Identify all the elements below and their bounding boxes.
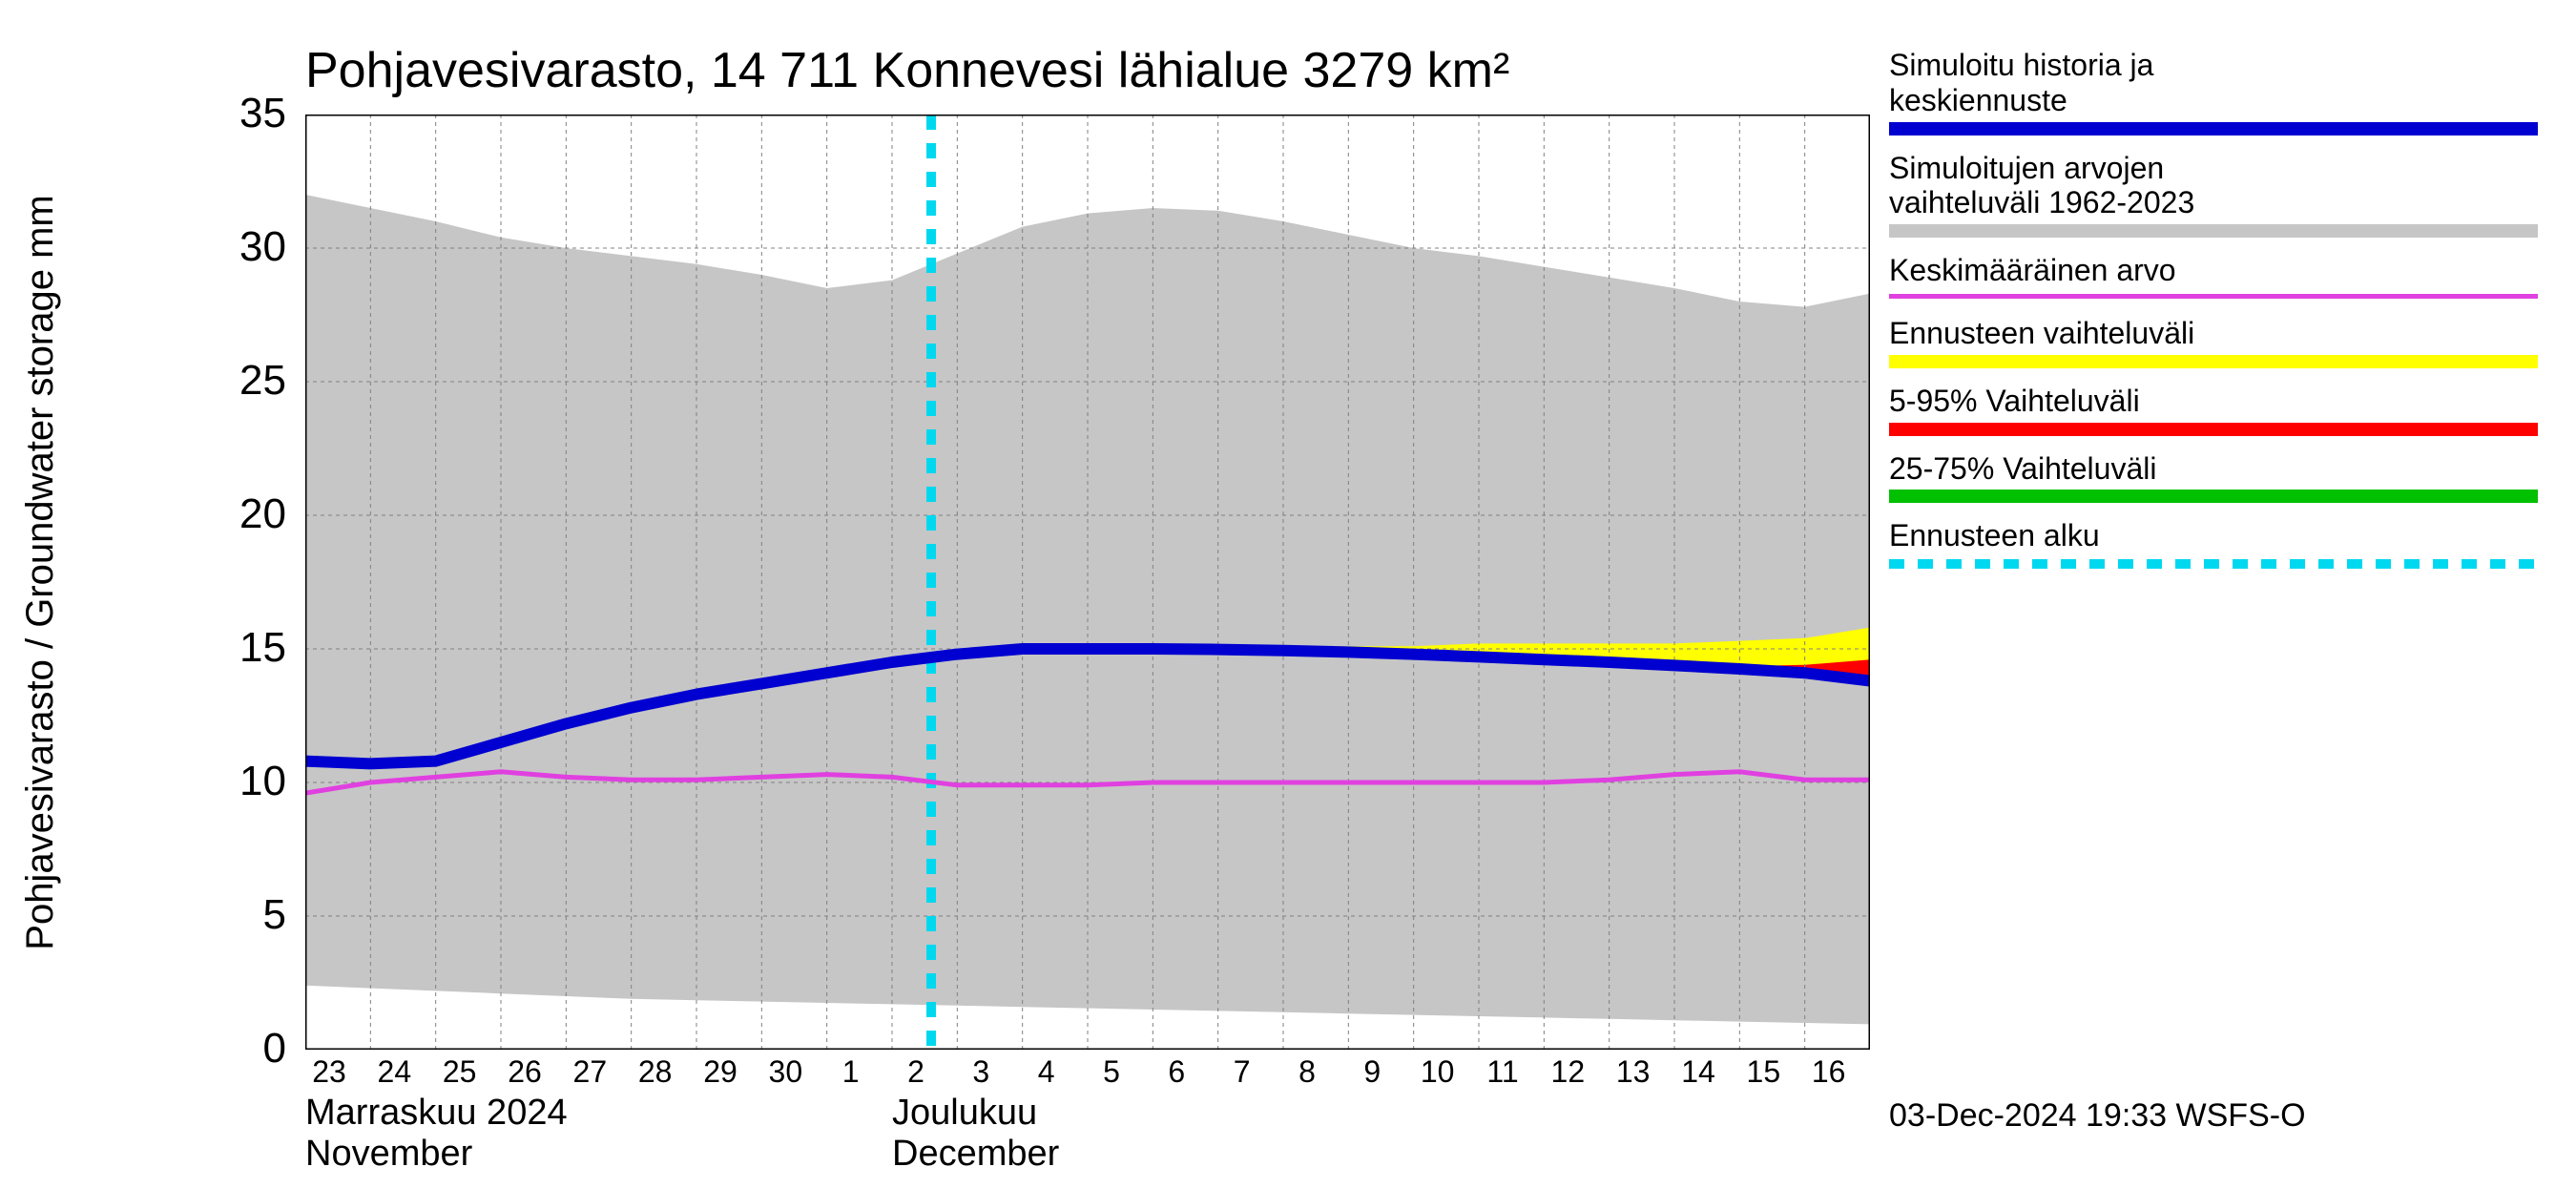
legend-item-label: 25-75% Vaihteluväli (1889, 451, 2538, 487)
x-tick-label: 9 (1348, 1054, 1396, 1090)
legend-item-swatch (1889, 355, 2538, 368)
x-tick-label: 23 (305, 1054, 353, 1090)
legend-item-label: Simuloitu historia jakeskiennuste (1889, 48, 2538, 118)
legend-item-swatch (1889, 224, 2538, 238)
legend-item: Keskimääräinen arvo (1889, 253, 2538, 299)
y-tick-label: 25 (10, 357, 286, 405)
chart-legend: Simuloitu historia jakeskiennuste Simuloi… (1889, 48, 2538, 586)
y-tick-label: 15 (10, 624, 286, 672)
legend-item: 25-75% Vaihteluväli (1889, 451, 2538, 504)
y-tick-label: 20 (10, 490, 286, 538)
x-tick-label: 27 (566, 1054, 613, 1090)
y-tick-label: 5 (10, 891, 286, 939)
x-tick-label: 5 (1088, 1054, 1135, 1090)
month-label: JoulukuuDecember (892, 1093, 1059, 1175)
x-tick-label: 14 (1674, 1054, 1722, 1090)
legend-item-label: Simuloitujen arvojenvaihteluväli 1962-20… (1889, 151, 2538, 221)
x-tick-label: 16 (1805, 1054, 1853, 1090)
legend-item-swatch (1889, 490, 2538, 503)
legend-item-swatch (1889, 122, 2538, 135)
chart-container: Pohjavesivarasto / Groundwater storage m… (0, 0, 2576, 1145)
legend-item-label: Ennusteen alku (1889, 518, 2538, 553)
y-axis-ticks: 05101520253035 (0, 0, 286, 1145)
x-tick-label: 10 (1414, 1054, 1462, 1090)
legend-item-swatch (1889, 294, 2538, 299)
y-tick-label: 10 (10, 758, 286, 805)
x-tick-label: 8 (1283, 1054, 1331, 1090)
x-tick-label: 12 (1544, 1054, 1591, 1090)
x-tick-label: 2 (892, 1054, 940, 1090)
x-tick-label: 25 (436, 1054, 484, 1090)
x-tick-label: 4 (1023, 1054, 1070, 1090)
x-tick-label: 30 (761, 1054, 809, 1090)
legend-item: Simuloitu historia jakeskiennuste (1889, 48, 2538, 135)
month-label: Marraskuu 2024November (305, 1093, 568, 1175)
y-tick-label: 35 (10, 90, 286, 137)
legend-item: Ennusteen vaihteluväli (1889, 316, 2538, 368)
x-tick-label: 26 (501, 1054, 549, 1090)
x-tick-label: 1 (827, 1054, 875, 1090)
legend-item-swatch (1889, 559, 2538, 569)
x-tick-label: 24 (370, 1054, 418, 1090)
x-tick-label: 28 (632, 1054, 679, 1090)
chart-plot-area (305, 115, 1870, 1050)
x-tick-label: 6 (1153, 1054, 1200, 1090)
y-tick-label: 30 (10, 223, 286, 271)
legend-item-label: 5-95% Vaihteluväli (1889, 384, 2538, 419)
x-tick-label: 13 (1610, 1054, 1657, 1090)
x-tick-label: 15 (1739, 1054, 1787, 1090)
legend-item-label: Ennusteen vaihteluväli (1889, 316, 2538, 351)
x-tick-label: 11 (1479, 1054, 1527, 1090)
x-tick-label: 29 (696, 1054, 744, 1090)
legend-item-swatch (1889, 423, 2538, 436)
chart-footer: 03-Dec-2024 19:33 WSFS-O (1889, 1097, 2306, 1135)
x-axis-ticks: 232425262728293012345678910111213141516 (0, 1054, 2576, 1093)
legend-item: 5-95% Vaihteluväli (1889, 384, 2538, 436)
legend-item: Simuloitujen arvojenvaihteluväli 1962-20… (1889, 151, 2538, 239)
chart-title: Pohjavesivarasto, 14 711 Konnevesi lähia… (305, 42, 1509, 99)
x-tick-label: 3 (957, 1054, 1005, 1090)
legend-item: Ennusteen alku (1889, 518, 2538, 569)
legend-item-label: Keskimääräinen arvo (1889, 253, 2538, 288)
x-tick-label: 7 (1218, 1054, 1266, 1090)
